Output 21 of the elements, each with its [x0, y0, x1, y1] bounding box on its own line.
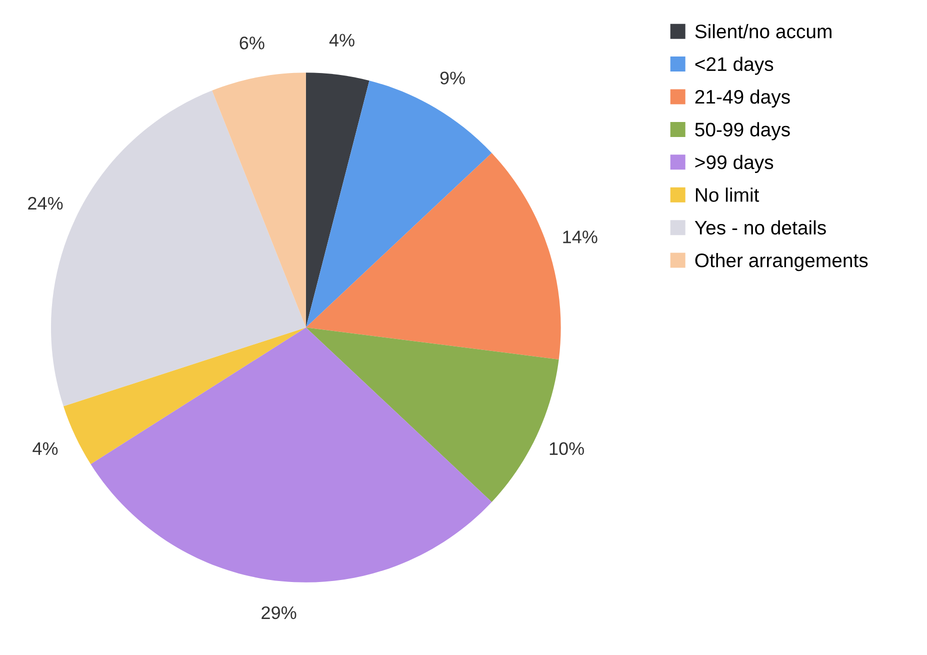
data-label: 6%	[240, 36, 264, 50]
legend-label: <21 days	[695, 56, 774, 75]
legend-label: No limit	[696, 188, 760, 202]
data-label: 4%	[32, 442, 58, 455]
legend-label: 50-99 days	[695, 122, 790, 140]
legend-label: 21-49 days	[695, 89, 790, 108]
pie-slice	[306, 152, 561, 360]
data-label: 29%	[262, 606, 296, 620]
legend-label: Silent/no accum	[695, 24, 832, 38]
pie-slice	[306, 72, 370, 328]
pie-slice	[90, 328, 492, 582]
legend-label: Yes - no details	[694, 220, 826, 235]
data-label: 4%	[329, 34, 354, 46]
data-label: 24%	[28, 196, 63, 210]
legend-label: Other arrangements	[695, 253, 868, 272]
data-label: 9%	[440, 72, 465, 84]
pie-slice	[212, 72, 306, 328]
pie-slice	[63, 328, 306, 464]
data-label: 14%	[563, 230, 598, 244]
legend-label: >99 days	[695, 154, 774, 174]
data-label: 10%	[550, 442, 584, 455]
